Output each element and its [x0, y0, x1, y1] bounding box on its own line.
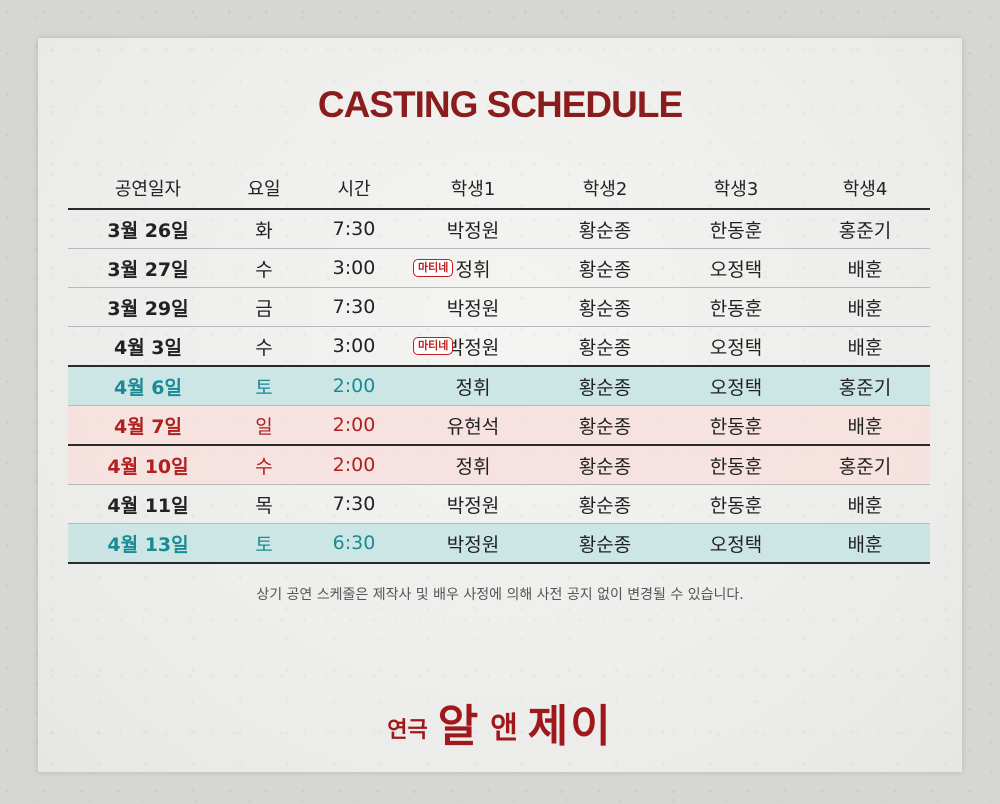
- cell-day: 수: [228, 445, 300, 485]
- cell-date: 4월 13일: [68, 523, 228, 564]
- cell-time: 7:30: [300, 287, 408, 327]
- cell-date: 3월 29일: [68, 287, 228, 327]
- cell-student1-name: 정휘: [455, 376, 491, 399]
- cell-day: 화: [228, 209, 300, 249]
- cell-student1-name: 박정원: [446, 533, 500, 556]
- cell-student3: 한동훈: [672, 405, 800, 446]
- cell-student1-name: 정휘: [455, 258, 491, 281]
- cell-time: 3:00: [300, 248, 408, 288]
- cell-time: 7:30: [300, 484, 408, 524]
- cell-time: 6:30: [300, 523, 408, 564]
- cell-student1-name: 박정원: [446, 494, 500, 517]
- table-row: 4월 7일 일 2:00 유현석 황순종 한동훈 배훈: [68, 405, 930, 446]
- cell-date: 4월 6일: [68, 366, 228, 406]
- cell-day: 수: [228, 326, 300, 367]
- cell-student3: 오정택: [672, 523, 800, 564]
- cell-student1: 박정원: [408, 484, 538, 524]
- table-row: 4월 10일 수 2:00 정휘 황순종 한동훈 홍준기: [68, 445, 930, 485]
- table-row: 4월 13일 토 6:30 박정원 황순종 오정택 배훈: [68, 523, 930, 564]
- cell-date: 4월 3일: [68, 326, 228, 367]
- cell-student3: 한동훈: [672, 445, 800, 485]
- cell-student1: 박정원: [408, 209, 538, 249]
- cell-student1: 박정원: [408, 523, 538, 564]
- cell-student2: 황순종: [538, 523, 672, 564]
- col-header-time: 시간: [300, 168, 408, 210]
- cell-student2: 황순종: [538, 326, 672, 367]
- table-row: 4월 6일 토 2:00 정휘 황순종 오정택 홍준기: [68, 366, 930, 406]
- col-header-student4: 학생4: [800, 168, 930, 210]
- cell-day: 목: [228, 484, 300, 524]
- cell-student3: 한동훈: [672, 287, 800, 327]
- page-title: CASTING SCHEDULE: [317, 84, 683, 125]
- logo-word2: 제이: [527, 701, 613, 752]
- show-logo: 연극 알 앤 제이: [0, 690, 1000, 754]
- table-row: 3월 27일 수 3:00 마티네 정휘 황순종 오정택 배훈: [68, 248, 930, 288]
- schedule-table: 공연일자 요일 시간 학생1 학생2 학생3 학생4 3월 26일 화 7:30…: [68, 168, 930, 564]
- cell-student4: 배훈: [800, 326, 930, 367]
- cell-time: 2:00: [300, 405, 408, 446]
- cell-student4: 배훈: [800, 484, 930, 524]
- cell-date: 3월 26일: [68, 209, 228, 249]
- cell-student1-name: 박정원: [446, 219, 500, 242]
- cell-student2: 황순종: [538, 248, 672, 288]
- matinee-badge: 마티네: [413, 337, 454, 355]
- matinee-badge: 마티네: [413, 259, 454, 277]
- cell-student2: 황순종: [538, 287, 672, 327]
- cell-student1-name: 정휘: [455, 455, 491, 478]
- cell-student4: 홍준기: [800, 366, 930, 406]
- cell-student1: 박정원: [408, 287, 538, 327]
- cell-student3: 오정택: [672, 326, 800, 367]
- logo-amp: 앤: [490, 711, 518, 746]
- cell-day: 토: [228, 366, 300, 406]
- col-header-student2: 학생2: [538, 168, 672, 210]
- table-row: 3월 29일 금 7:30 박정원 황순종 한동훈 배훈: [68, 287, 930, 327]
- col-header-date: 공연일자: [68, 168, 228, 210]
- cell-student2: 황순종: [538, 484, 672, 524]
- cell-student3: 오정택: [672, 366, 800, 406]
- col-header-student3: 학생3: [672, 168, 800, 210]
- cell-student1: 마티네 박정원: [408, 326, 538, 367]
- col-header-student1: 학생1: [408, 168, 538, 210]
- cell-student1: 마티네 정휘: [408, 248, 538, 288]
- cell-day: 일: [228, 405, 300, 446]
- cell-student4: 배훈: [800, 287, 930, 327]
- table-row: 3월 26일 화 7:30 박정원 황순종 한동훈 홍준기: [68, 209, 930, 249]
- cell-time: 7:30: [300, 209, 408, 249]
- cell-student2: 황순종: [538, 366, 672, 406]
- logo-word1: 알: [437, 701, 481, 752]
- table-header: 공연일자 요일 시간 학생1 학생2 학생3 학생4: [68, 168, 930, 210]
- cell-date: 4월 10일: [68, 445, 228, 485]
- cell-student4: 배훈: [800, 523, 930, 564]
- cell-student4: 배훈: [800, 405, 930, 446]
- logo-prefix: 연극: [387, 718, 428, 743]
- cell-student3: 오정택: [672, 248, 800, 288]
- table-row: 4월 3일 수 3:00 마티네 박정원 황순종 오정택 배훈: [68, 326, 930, 367]
- cell-date: 4월 7일: [68, 405, 228, 446]
- cell-day: 수: [228, 248, 300, 288]
- cell-student2: 황순종: [538, 445, 672, 485]
- cell-student4: 배훈: [800, 248, 930, 288]
- cell-student1: 정휘: [408, 445, 538, 485]
- cell-time: 2:00: [300, 445, 408, 485]
- cell-student1-name: 박정원: [446, 297, 500, 320]
- cell-time: 3:00: [300, 326, 408, 367]
- disclaimer-note: 상기 공연 스케줄은 제작사 및 배우 사정에 의해 사전 공지 없이 변경될 …: [256, 587, 744, 603]
- cell-date: 3월 27일: [68, 248, 228, 288]
- table-row: 4월 11일 목 7:30 박정원 황순종 한동훈 배훈: [68, 484, 930, 524]
- cell-student4: 홍준기: [800, 209, 930, 249]
- cell-student4: 홍준기: [800, 445, 930, 485]
- cell-student2: 황순종: [538, 209, 672, 249]
- cell-date: 4월 11일: [68, 484, 228, 524]
- cell-student1: 유현석: [408, 405, 538, 446]
- cell-time: 2:00: [300, 366, 408, 406]
- cell-day: 금: [228, 287, 300, 327]
- cell-student3: 한동훈: [672, 484, 800, 524]
- cell-student1: 정휘: [408, 366, 538, 406]
- cell-student1-name: 유현석: [446, 415, 500, 438]
- cell-student3: 한동훈: [672, 209, 800, 249]
- cell-student2: 황순종: [538, 405, 672, 446]
- cell-student1-name: 박정원: [446, 336, 500, 359]
- col-header-day: 요일: [228, 168, 300, 210]
- cell-day: 토: [228, 523, 300, 564]
